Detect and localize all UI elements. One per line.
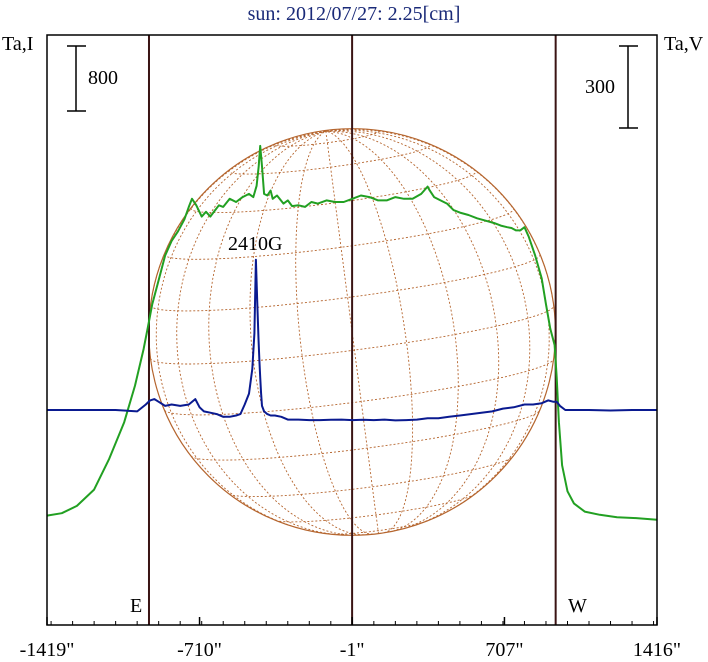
disk-parallel [163,208,515,260]
right-scale-bar: 300 [585,45,638,129]
disk-parallel [274,129,380,147]
disk-meridian [325,130,459,533]
disk-meridian [325,130,500,530]
chart-title: sun: 2012/07/27: 2.25[cm] [248,3,461,25]
disk-meridian [249,130,368,536]
left-scale-label: 800 [88,67,118,89]
x-tick-label: 707" [485,639,523,661]
x-tick-label: -710" [177,639,222,661]
x-tick-label: -1" [340,639,365,661]
disk-parallel [275,493,475,523]
disk-grid [148,129,555,536]
left-axis-label: Ta,I [2,33,33,55]
disk-parallel [190,170,477,214]
disk-parallel [228,143,431,175]
disk-meridian [325,129,550,513]
vertical-reference-lines [147,35,557,625]
disk-parallel [164,359,554,416]
disk-meridian [295,130,374,535]
x-tick-label: 1416" [633,639,681,661]
west-limb-label: W [568,595,587,617]
disk-parallel [190,410,541,461]
right-axis-label: Ta,V [664,33,704,55]
left-scale-bar: 800 [67,45,118,112]
disk-parallel [328,520,427,535]
plot-area [46,34,658,626]
disk-parallel [150,254,541,312]
disk-meridian [325,130,531,527]
disk-meridian [155,130,326,531]
disk-meridian [176,130,342,536]
disk-meridian [325,130,414,534]
series-line-V [47,258,657,422]
series-line-I [46,144,658,521]
series-layer [46,144,658,521]
region-annotation: 2410G [228,233,282,255]
disk-parallel [150,305,555,365]
disk-parallel [228,456,513,498]
east-limb-label: E [130,595,142,617]
x-axis: -1419" -710" -1" 707" 1416" [20,617,681,661]
x-tick-label: -1419" [20,639,75,661]
right-scale-label: 300 [585,76,615,98]
